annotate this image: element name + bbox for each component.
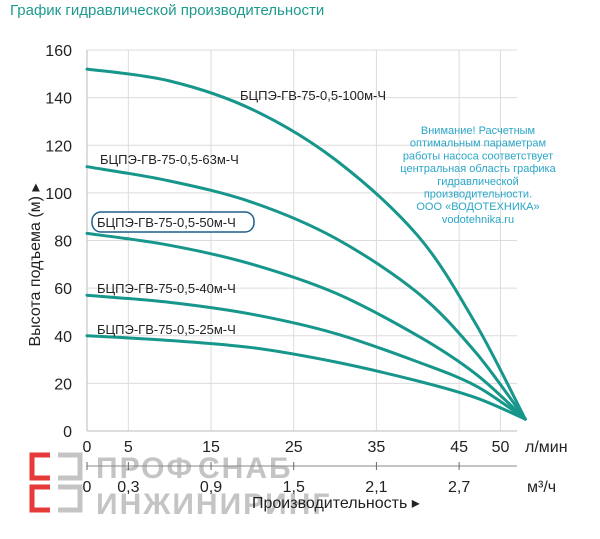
- x-tick-label-m3h: 0,3: [117, 479, 139, 496]
- y-tick-label: 0: [63, 424, 72, 441]
- series-label: БЦПЭ-ГВ-75-0,5-40м-Ч: [97, 281, 236, 296]
- series-label-highlight: [91, 211, 255, 233]
- x-tick-label-m3h: 0,9: [200, 479, 222, 496]
- y-tick-label: 20: [54, 376, 72, 393]
- annotation-line: гидравлической: [437, 176, 519, 188]
- x-tick-label-lpm: 25: [285, 439, 303, 456]
- x-tick-label-m3h: 1,5: [283, 479, 305, 496]
- series-label: БЦПЭ-ГВ-75-0,5-100м-Ч: [240, 88, 386, 103]
- x-axis-lpm: 0 5 15 25 35 45 50: [83, 439, 510, 456]
- series-label: БЦПЭ-ГВ-75-0,5-63м-Ч: [100, 152, 239, 167]
- y-tick-label: 120: [45, 138, 72, 155]
- y-tick-label: 80: [54, 234, 72, 251]
- annotation-line: оптимальным параметрам: [410, 138, 546, 150]
- annotation-line: vodotehnika.ru: [442, 214, 514, 226]
- y-tick-label: 140: [45, 91, 72, 108]
- annotation-line: центральная область графика: [400, 163, 556, 175]
- x-unit-m3h: м³/ч: [527, 479, 556, 496]
- y-tick-label: 100: [45, 186, 72, 203]
- series-line: [85, 67, 527, 421]
- series-labels: БЦПЭ-ГВ-75-0,5-100м-Ч БЦПЭ-ГВ-75-0,5-63м-…: [91, 88, 386, 337]
- x-axis-m3h: 0 0,3 0,9 1,5 2,1 2,7: [83, 462, 517, 496]
- series-line: [85, 165, 527, 421]
- series-line: [85, 334, 527, 421]
- chart-title: График гидравлической производительности: [10, 2, 325, 19]
- annotation-line: ООО «ВОДОТЕХНИКА»: [416, 201, 539, 213]
- annotation-line: производительности.: [424, 189, 532, 201]
- x-tick-label-m3h: 0: [83, 479, 92, 496]
- y-tick-label: 40: [54, 329, 72, 346]
- series-line: [85, 293, 527, 421]
- x-unit-lpm: л/мин: [525, 439, 568, 456]
- watermark-line-2: СНАБ: [198, 452, 293, 485]
- x-tick-label-lpm: 5: [124, 439, 133, 456]
- watermark-line-1: ПРОФ: [96, 452, 194, 485]
- y-tick-label: 60: [54, 281, 72, 298]
- x-tick-label-lpm: 35: [368, 439, 386, 456]
- x-tick-label-lpm: 0: [83, 439, 92, 456]
- series-label: БЦПЭ-ГВ-75-0,5-50м-Ч: [97, 215, 236, 230]
- x-tick-label-lpm: 50: [492, 439, 510, 456]
- annotation-line: работы насоса соответствует: [403, 150, 553, 162]
- watermark-logo-icon: [29, 452, 50, 513]
- series-lines: [85, 67, 527, 421]
- y-tick-label: 160: [45, 43, 72, 60]
- series-line: [85, 231, 527, 421]
- series-label: БЦПЭ-ГВ-75-0,5-25м-Ч: [97, 322, 236, 337]
- x-tick-label-lpm: 45: [450, 439, 468, 456]
- y-axis-title: Высота подъема (м) ▸: [27, 184, 44, 347]
- x-tick-label-m3h: 2,7: [448, 479, 470, 496]
- x-axis-title: Производительность ▸: [252, 495, 420, 512]
- y-axis: 0 20 40 60 80 100 120 140 160: [45, 43, 72, 441]
- x-tick-label-m3h: 2,1: [365, 479, 387, 496]
- watermark: ПРОФ СНАБ ИНЖИНИРИНГ: [29, 452, 331, 521]
- annotation-line: Внимание! Расчетным: [421, 125, 535, 137]
- watermark-line-3: ИНЖИНИРИНГ: [96, 488, 331, 521]
- x-tick-label-lpm: 15: [202, 439, 220, 456]
